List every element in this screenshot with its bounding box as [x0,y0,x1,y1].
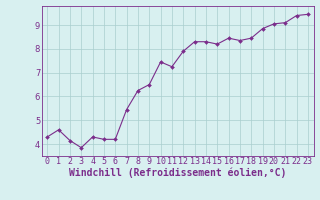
X-axis label: Windchill (Refroidissement éolien,°C): Windchill (Refroidissement éolien,°C) [69,168,286,178]
